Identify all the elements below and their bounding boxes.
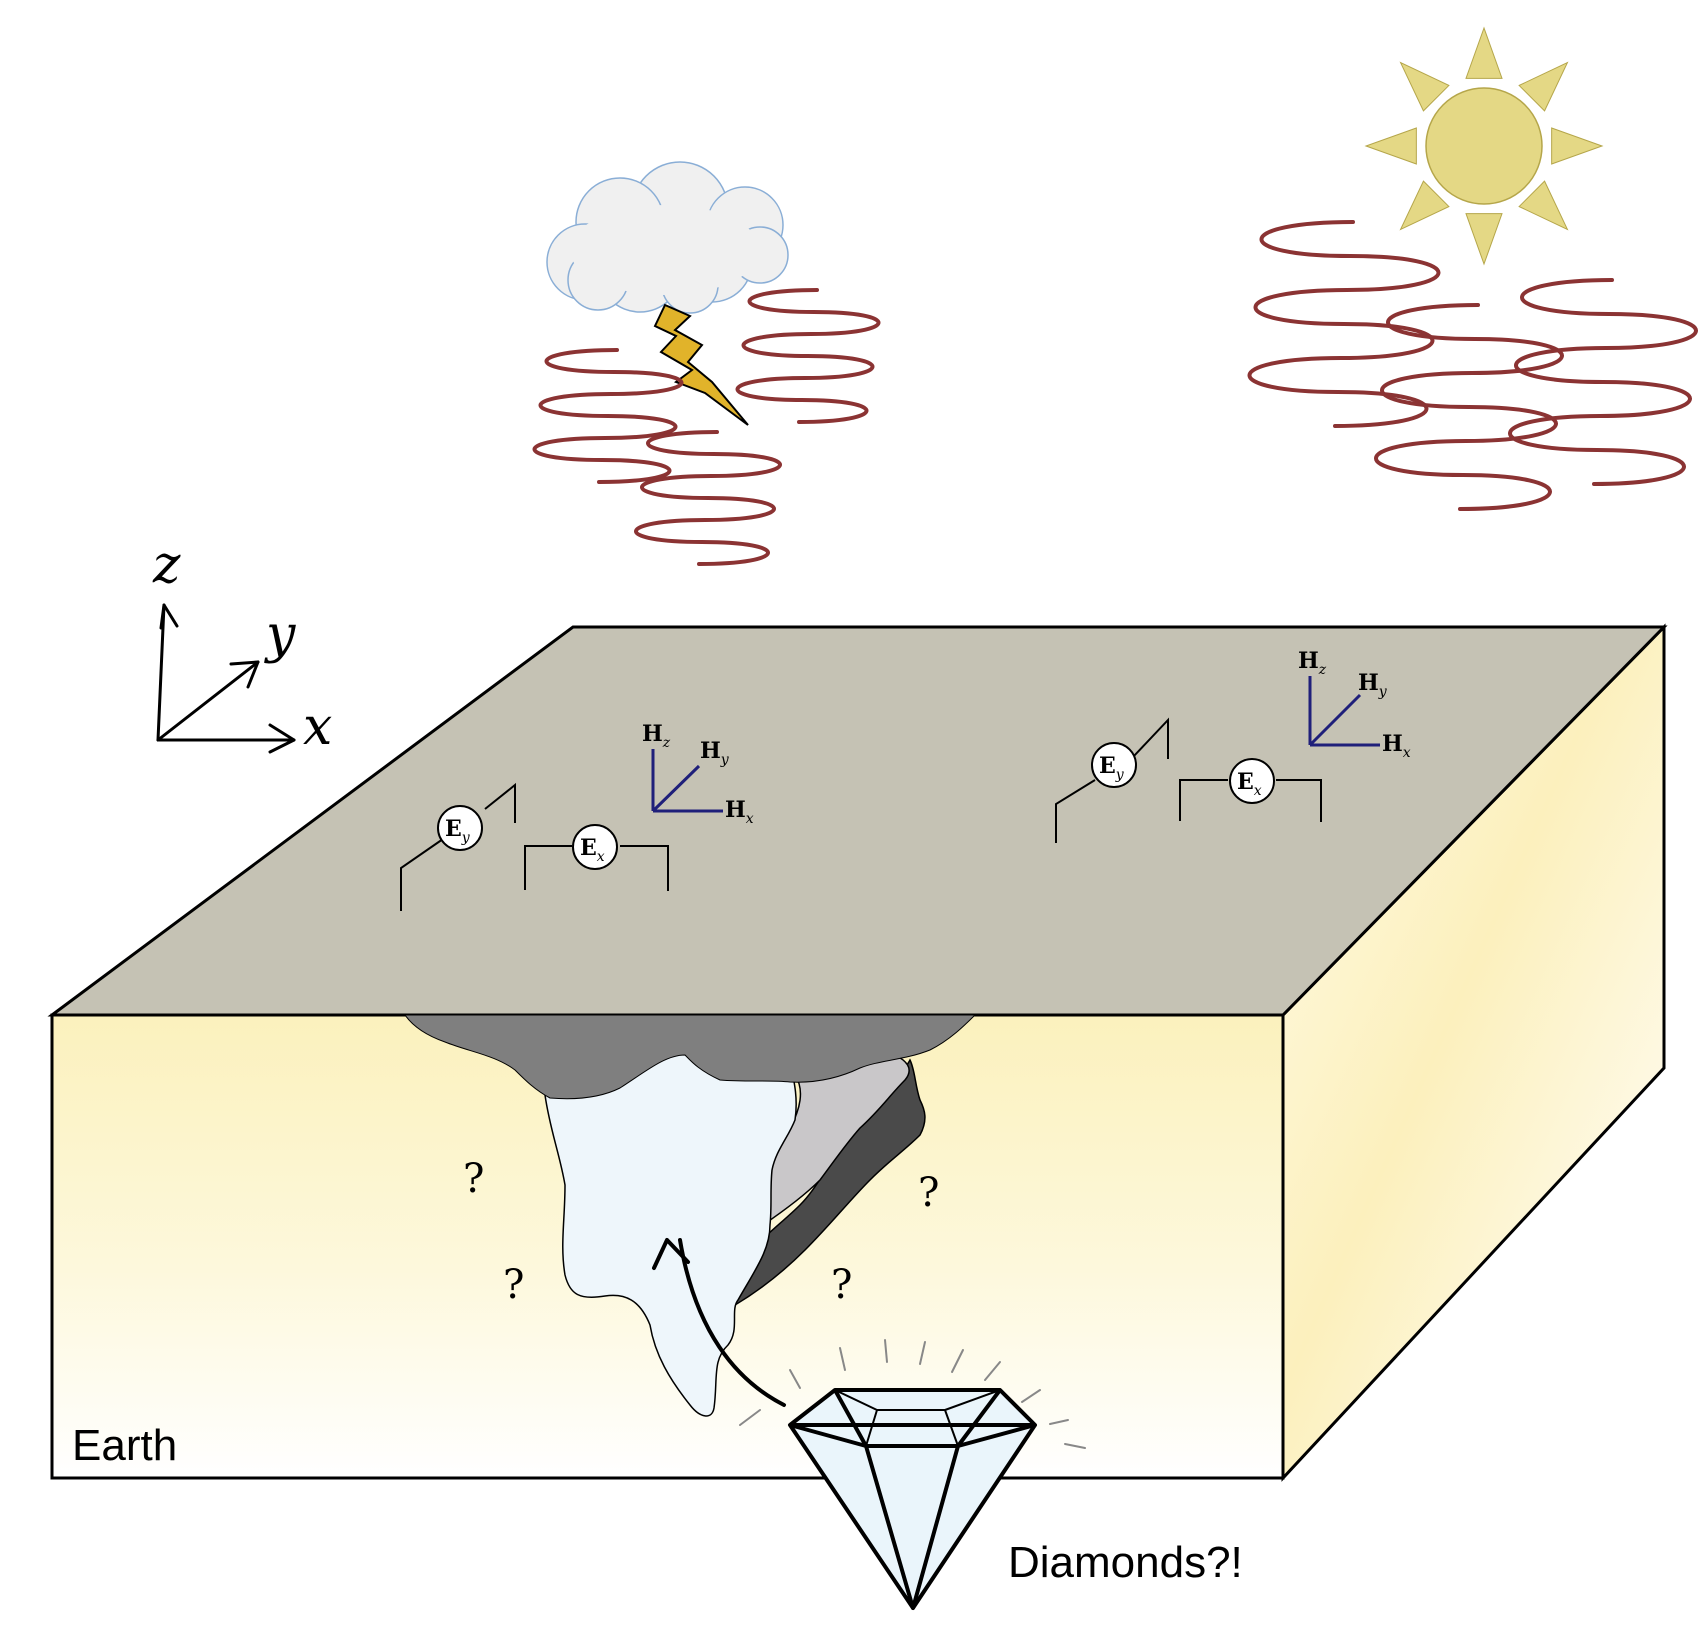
ey-label: E bbox=[445, 816, 462, 842]
storm-cloud-icon bbox=[546, 161, 789, 314]
wave bbox=[532, 348, 684, 484]
axis-y-label: y bbox=[264, 605, 296, 665]
sparkle bbox=[984, 1361, 1001, 1381]
svg-text:Hz: Hz bbox=[642, 721, 671, 751]
svg-text:Ey: Ey bbox=[445, 816, 471, 846]
ey-label: E bbox=[1099, 753, 1116, 779]
diamond-label: Diamonds?! bbox=[1008, 1538, 1243, 1587]
mt-station-right: Ey Ex Hz Hy Hx bbox=[1055, 648, 1411, 843]
lightning-bolt-icon bbox=[653, 303, 749, 426]
hy-label: H bbox=[700, 738, 721, 764]
svg-text:Ey: Ey bbox=[1099, 753, 1125, 783]
sun-ray bbox=[1364, 127, 1417, 165]
ex-label: E bbox=[1237, 769, 1254, 795]
question-mark: ? bbox=[831, 1262, 852, 1308]
sparkle bbox=[919, 1341, 926, 1365]
em-waves bbox=[532, 220, 1698, 566]
earth-label: Earth bbox=[72, 1421, 177, 1470]
wave bbox=[735, 288, 881, 424]
question-mark: ? bbox=[463, 1156, 484, 1202]
question-mark: ? bbox=[918, 1170, 939, 1216]
svg-text:Ex: Ex bbox=[580, 835, 605, 865]
wave bbox=[1247, 220, 1441, 428]
svg-text:Hz: Hz bbox=[1298, 648, 1327, 678]
ex-sensor bbox=[1229, 758, 1275, 804]
sparkle bbox=[1064, 1443, 1086, 1449]
sun-ray bbox=[1518, 61, 1569, 112]
ex-label: E bbox=[580, 835, 597, 861]
sparkle bbox=[884, 1339, 888, 1363]
ey-sensor bbox=[1091, 742, 1137, 788]
sun-ray bbox=[1399, 61, 1450, 112]
coordinate-axes bbox=[156, 603, 296, 754]
sparkle bbox=[739, 1409, 761, 1426]
hx-label: H bbox=[725, 797, 746, 823]
sparkle bbox=[951, 1349, 964, 1373]
mt-station-left: Ey Ex Hz Hy Hx bbox=[400, 721, 754, 911]
svg-text:Hy: Hy bbox=[1358, 670, 1388, 700]
wave bbox=[1508, 278, 1698, 486]
kimberlite-pipe bbox=[404, 1014, 977, 1417]
sun-ray bbox=[1465, 26, 1503, 79]
axis-z-label: z bbox=[152, 535, 181, 595]
hz-label: H bbox=[642, 721, 663, 747]
sun-ray bbox=[1551, 127, 1604, 165]
sun-icon bbox=[1364, 26, 1604, 266]
hx-label: H bbox=[1382, 731, 1403, 757]
sparkle-lines bbox=[739, 1339, 1086, 1449]
sparkle bbox=[789, 1369, 801, 1389]
sun-ray bbox=[1465, 213, 1503, 266]
pipe-top-rock bbox=[404, 1014, 977, 1100]
sun-ray bbox=[1399, 180, 1450, 231]
ex-sensor bbox=[572, 824, 618, 870]
wave bbox=[1374, 303, 1564, 511]
ey-sensor bbox=[437, 805, 483, 851]
svg-text:Ex: Ex bbox=[1237, 769, 1262, 799]
svg-text:Hy: Hy bbox=[700, 738, 730, 768]
sparkle bbox=[1049, 1419, 1069, 1425]
uplift-arrow bbox=[652, 1238, 786, 1407]
svg-text:Hx: Hx bbox=[725, 797, 754, 827]
question-mark: ? bbox=[503, 1262, 524, 1308]
svg-text:Hx: Hx bbox=[1382, 731, 1411, 761]
sparkle bbox=[839, 1347, 846, 1371]
hy-label: H bbox=[1358, 670, 1379, 696]
wave bbox=[634, 430, 782, 566]
axis-x-label: x bbox=[303, 697, 332, 757]
hz-label: H bbox=[1298, 648, 1319, 674]
sparkle bbox=[1021, 1389, 1041, 1403]
diamond-icon bbox=[788, 1388, 1037, 1610]
sun-ray bbox=[1518, 180, 1569, 231]
